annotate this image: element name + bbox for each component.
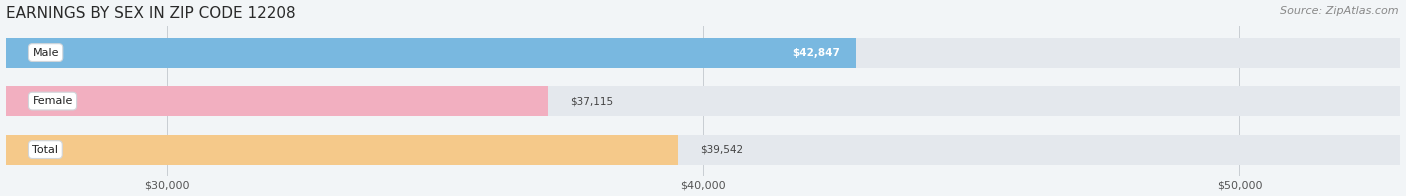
Bar (6, 37, 856, 68)
Bar (6, 37, 1400, 68)
Bar (6, 135, 679, 165)
Text: Total: Total (32, 145, 59, 155)
Text: $37,115: $37,115 (569, 96, 613, 106)
Text: $42,847: $42,847 (792, 48, 839, 58)
Text: Female: Female (32, 96, 73, 106)
Bar (6, 86, 1400, 116)
Bar (6, 135, 1400, 165)
Text: $39,542: $39,542 (700, 145, 742, 155)
Text: Male: Male (32, 48, 59, 58)
Text: EARNINGS BY SEX IN ZIP CODE 12208: EARNINGS BY SEX IN ZIP CODE 12208 (6, 5, 295, 21)
Bar (6, 86, 548, 116)
Text: Source: ZipAtlas.com: Source: ZipAtlas.com (1281, 6, 1399, 16)
